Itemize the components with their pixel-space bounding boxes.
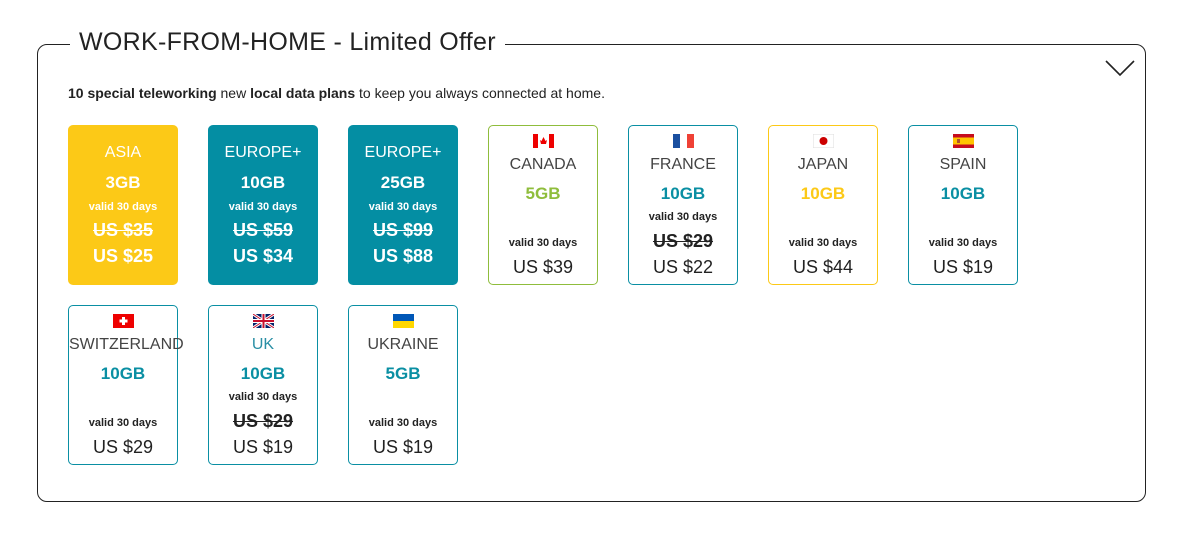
plan-price: US $44	[792, 257, 854, 277]
plan-card-europe[interactable]: EUROPE+ 25GB valid 30 days US $99 US $88	[348, 125, 458, 285]
plan-validity: valid 30 days	[788, 237, 858, 249]
plan-price: US $39	[512, 257, 574, 277]
uk-flag-icon	[253, 314, 274, 328]
plan-data: 10GB	[240, 173, 286, 192]
france-flag-icon	[673, 134, 694, 148]
plan-card-switzerland[interactable]: SWITZERLAND 10GB valid 30 days US $29	[68, 305, 184, 465]
plan-card-japan[interactable]: JAPAN 10GB valid 30 days US $44	[768, 125, 878, 285]
plan-region: SPAIN	[939, 156, 987, 173]
plan-region: EUROPE+	[364, 144, 442, 161]
old-price: US $59	[232, 220, 294, 240]
plan-price: US $19	[372, 437, 434, 457]
old-price: US $35	[92, 220, 154, 240]
plan-validity: valid 30 days	[88, 201, 158, 213]
plan-card-uk[interactable]: UK 10GB valid 30 days US $29 US $19	[208, 305, 318, 465]
plan-price: US $19	[232, 437, 294, 457]
plan-region: FRANCE	[650, 156, 716, 173]
plan-price: US $19	[932, 257, 994, 277]
plan-data: 25GB	[380, 173, 426, 192]
plan-price: US $29	[92, 437, 154, 457]
plan-card-canada[interactable]: CANADA 5GB valid 30 days US $39	[488, 125, 598, 285]
plan-card-asia[interactable]: ASIA 3GB valid 30 days US $35 US $25	[68, 125, 178, 285]
plan-validity: valid 30 days	[228, 201, 298, 213]
old-price: US $99	[372, 220, 434, 240]
plan-validity: valid 30 days	[228, 391, 298, 403]
plan-region: CANADA	[509, 156, 577, 173]
plan-price: US $88	[372, 246, 434, 266]
plan-price: US $34	[232, 246, 294, 266]
plan-data: 3GB	[105, 173, 141, 192]
chevron-down-icon[interactable]	[1104, 58, 1136, 78]
plan-region: SWITZERLAND	[69, 336, 184, 353]
plan-price: US $25	[92, 246, 154, 266]
panel-title: WORK-FROM-HOME - Limited Offer	[70, 28, 505, 57]
ukraine-flag-icon	[393, 314, 414, 328]
plan-data: 10GB	[940, 184, 986, 203]
plan-validity: valid 30 days	[928, 237, 998, 249]
offer-panel	[37, 44, 1146, 502]
old-price: US $29	[232, 411, 294, 431]
plan-card-france[interactable]: FRANCE 10GB valid 30 days US $29 US $22	[628, 125, 738, 285]
japan-flag-icon	[813, 134, 834, 148]
old-price: US $29	[652, 231, 714, 251]
plan-region: EUROPE+	[224, 144, 302, 161]
canada-flag-icon	[533, 134, 554, 148]
plan-data: 10GB	[240, 364, 286, 383]
plan-data: 5GB	[525, 184, 561, 203]
plan-price: US $22	[652, 257, 714, 277]
plan-validity: valid 30 days	[368, 417, 438, 429]
plan-data: 10GB	[660, 184, 706, 203]
plan-validity: valid 30 days	[648, 211, 718, 223]
plan-validity: valid 30 days	[508, 237, 578, 249]
plan-card-europe[interactable]: EUROPE+ 10GB valid 30 days US $59 US $34	[208, 125, 318, 285]
plan-card-ukraine[interactable]: UKRAINE 5GB valid 30 days US $19	[348, 305, 458, 465]
plan-validity: valid 30 days	[88, 417, 158, 429]
plan-data: 10GB	[100, 364, 146, 383]
plan-region: ASIA	[104, 144, 142, 161]
plan-region: JAPAN	[797, 156, 849, 173]
plan-card-spain[interactable]: SPAIN 10GB valid 30 days US $19	[908, 125, 1018, 285]
plan-region: UKRAINE	[367, 336, 439, 353]
intro-text: 10 special teleworking new local data pl…	[68, 85, 605, 101]
plan-validity: valid 30 days	[368, 201, 438, 213]
plan-data: 5GB	[385, 364, 421, 383]
switzerland-flag-icon	[113, 314, 134, 328]
plan-region: UK	[251, 336, 275, 353]
plan-data: 10GB	[800, 184, 846, 203]
spain-flag-icon	[953, 134, 974, 148]
